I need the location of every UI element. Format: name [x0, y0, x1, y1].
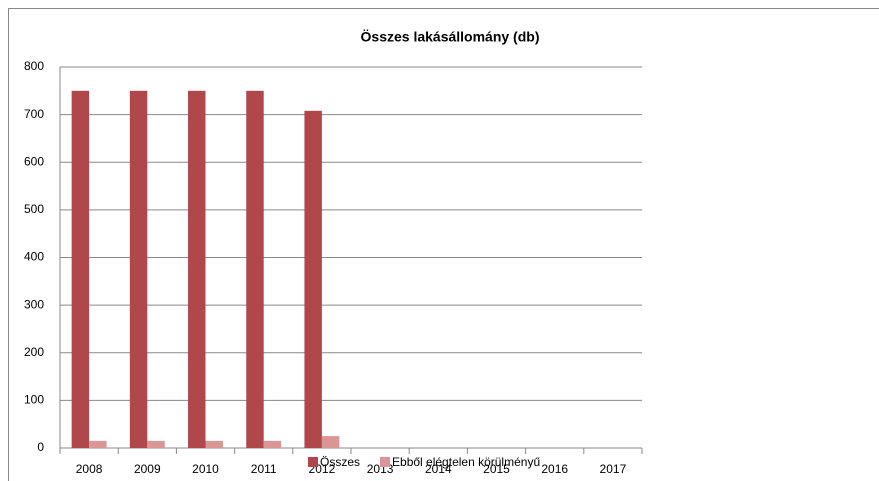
bar — [304, 110, 322, 448]
y-tick-label: 100 — [24, 393, 44, 407]
x-tick-label: 2010 — [192, 462, 219, 476]
y-tick-label: 300 — [24, 297, 44, 311]
y-tick-label: 600 — [24, 154, 44, 168]
x-tick-label: 2015 — [483, 462, 510, 476]
legend-swatch — [308, 457, 318, 467]
x-tick-label: 2017 — [600, 462, 627, 476]
y-tick-label: 200 — [24, 345, 44, 359]
legend-swatch — [380, 457, 391, 467]
bar — [205, 440, 223, 448]
x-tick-label: 2008 — [76, 462, 103, 476]
bar — [147, 440, 165, 448]
bar — [71, 90, 90, 448]
chart-frame — [8, 8, 879, 481]
bar — [321, 436, 340, 448]
y-tick-label: 800 — [24, 59, 44, 73]
x-tick-label: 2009 — [134, 462, 161, 476]
bar — [129, 90, 148, 448]
legend-label: Összes — [320, 455, 360, 469]
chart-title: Összes lakásállomány (db) — [361, 29, 540, 45]
x-tick-label: 2011 — [251, 462, 277, 476]
y-tick-label: 500 — [24, 202, 44, 216]
x-tick-label: 2014 — [425, 462, 452, 476]
y-tick-label: 0 — [37, 440, 44, 454]
bar — [188, 90, 206, 448]
legend-label: Ebből elégtelen körülményű — [392, 455, 540, 469]
y-tick-label: 400 — [24, 250, 44, 264]
x-tick-label: 2016 — [541, 462, 568, 476]
bar — [89, 440, 107, 448]
y-tick-label: 700 — [24, 107, 44, 121]
bar — [246, 90, 264, 448]
bar — [263, 440, 282, 448]
